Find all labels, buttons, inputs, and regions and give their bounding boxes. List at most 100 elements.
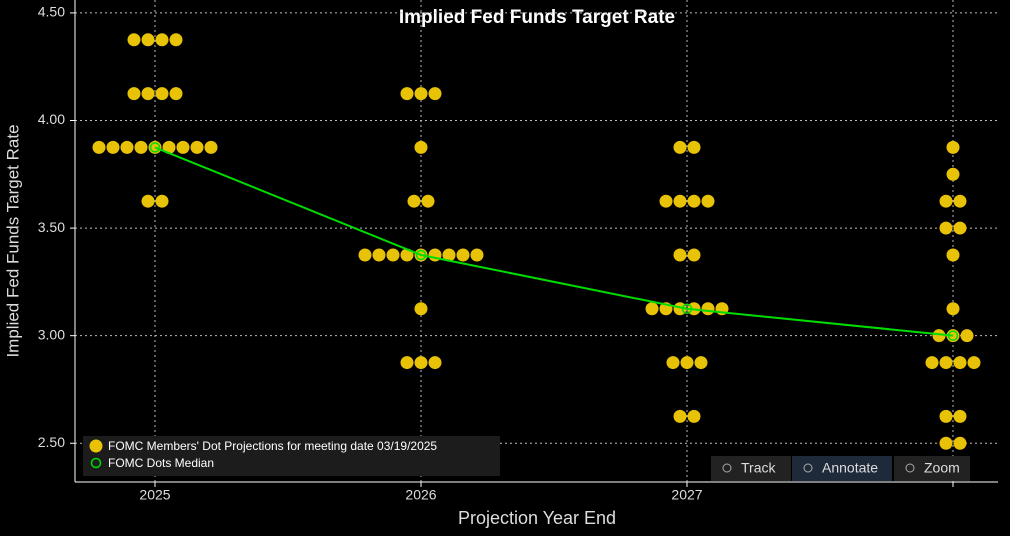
dot [141, 33, 155, 47]
dot [939, 436, 953, 450]
dot [176, 140, 190, 154]
median-dot [149, 142, 161, 153]
dot [701, 302, 715, 316]
x-axis-label: Projection Year End [458, 508, 616, 528]
median-dot [681, 303, 693, 315]
dot [155, 194, 169, 208]
x-tick-label: 2027 [671, 487, 702, 503]
dot [414, 87, 428, 101]
dot [407, 194, 421, 208]
y-tick-label: 4.00 [38, 111, 65, 127]
dot [456, 248, 470, 262]
dot [673, 248, 687, 262]
dot [169, 33, 183, 47]
button-icon [803, 463, 813, 473]
dot [428, 87, 442, 101]
median-dot [947, 330, 959, 341]
y-axis-label: Implied Fed Funds Target Rate [3, 124, 22, 357]
dot [953, 356, 967, 370]
dot [645, 302, 659, 316]
dot [946, 248, 960, 262]
dot [953, 194, 967, 208]
dot [428, 356, 442, 370]
dot [967, 356, 981, 370]
dot [155, 33, 169, 47]
legend-label: FOMC Dots Median [108, 456, 214, 470]
dot [939, 221, 953, 235]
dot [386, 248, 400, 262]
y-tick-label: 4.50 [38, 4, 65, 20]
dot [162, 140, 176, 154]
x-tick-label: 2025 [139, 487, 170, 503]
dot [127, 33, 141, 47]
y-tick-label: 3.00 [38, 326, 65, 342]
dot [953, 221, 967, 235]
dot [358, 248, 372, 262]
legend-label: FOMC Members' Dot Projections for meetin… [108, 439, 437, 453]
dot [701, 194, 715, 208]
dot [673, 409, 687, 423]
dot [687, 140, 701, 154]
dot [673, 140, 687, 154]
button-label: Annotate [822, 460, 878, 476]
dot [932, 329, 946, 343]
legend-swatch [90, 457, 102, 469]
dot [120, 140, 134, 154]
dot [687, 248, 701, 262]
dot [939, 194, 953, 208]
dot [680, 356, 694, 370]
dot [204, 140, 218, 154]
chart-title: Implied Fed Funds Target Rate [399, 7, 675, 28]
dot [414, 302, 428, 316]
control-button[interactable]: Zoom [894, 456, 970, 481]
dot [92, 140, 106, 154]
dot [134, 140, 148, 154]
button-label: Track [741, 460, 776, 476]
legend-swatch [89, 439, 103, 453]
dot [414, 140, 428, 154]
dot [106, 140, 120, 154]
dot [939, 409, 953, 423]
dot [673, 194, 687, 208]
dot [925, 356, 939, 370]
dot [190, 140, 204, 154]
dot [155, 87, 169, 101]
dot [953, 436, 967, 450]
x-tick-label: 2026 [405, 487, 436, 503]
dot [946, 302, 960, 316]
dot [666, 356, 680, 370]
dot [421, 194, 435, 208]
button-icon [905, 463, 915, 473]
dot [400, 356, 414, 370]
dot [127, 87, 141, 101]
dot [400, 87, 414, 101]
dot [953, 409, 967, 423]
dot [659, 194, 673, 208]
median-dot [415, 249, 427, 261]
dot [694, 356, 708, 370]
dot [470, 248, 484, 262]
button-label: Zoom [924, 460, 960, 476]
legend-box [83, 436, 500, 476]
dot [141, 194, 155, 208]
dot [141, 87, 155, 101]
dot [372, 248, 386, 262]
dot [169, 87, 183, 101]
dot [946, 167, 960, 181]
dot [442, 248, 456, 262]
median-line [154, 146, 954, 337]
button-bg [711, 456, 791, 481]
control-button[interactable]: Track [711, 456, 791, 481]
dot [946, 140, 960, 154]
dot [687, 409, 701, 423]
dot [400, 248, 414, 262]
button-icon [722, 463, 732, 473]
control-button[interactable]: Annotate [792, 456, 892, 481]
dot [414, 356, 428, 370]
dot [939, 356, 953, 370]
legend: FOMC Members' Dot Projections for meetin… [83, 436, 500, 476]
y-tick-label: 2.50 [38, 434, 65, 450]
button-bg [792, 456, 892, 481]
